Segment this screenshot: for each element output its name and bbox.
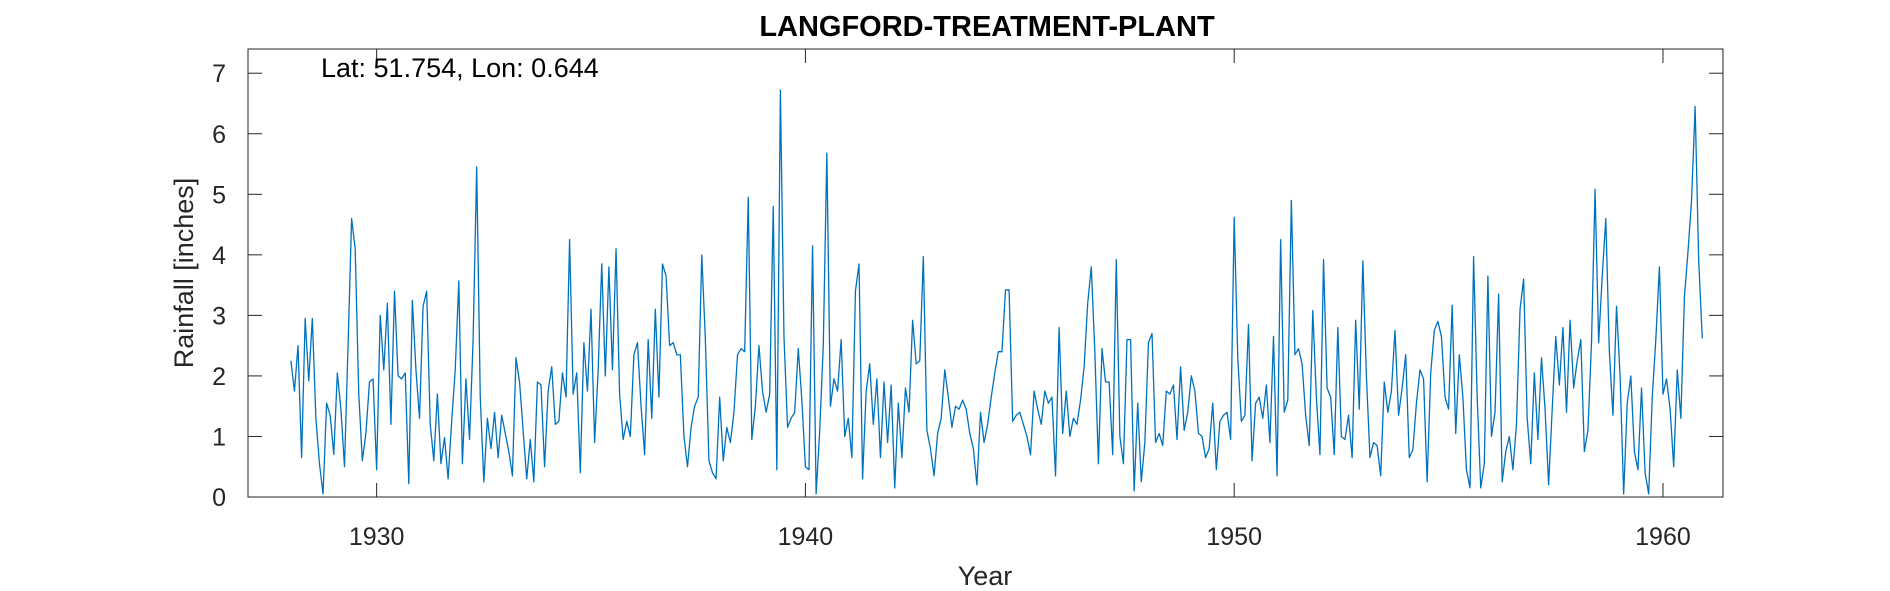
y-tick-label: 3	[212, 302, 226, 330]
y-tick-label: 1	[212, 423, 226, 451]
x-tick-label: 1940	[778, 523, 834, 551]
y-tick-label: 7	[212, 60, 226, 88]
x-axis-label: Year	[958, 561, 1013, 591]
location-annotation: Lat: 51.754, Lon: 0.644	[321, 53, 599, 83]
x-axis: 1930 1940 1950 1960	[349, 49, 1691, 551]
y-axis: 0 1 2 3 4 5 6 7	[212, 60, 1723, 512]
y-axis-label: Rainfall [inches]	[169, 178, 199, 369]
y-tick-label: 0	[212, 484, 226, 512]
y-tick-label: 2	[212, 363, 226, 391]
x-tick-label: 1950	[1206, 523, 1262, 551]
y-tick-label: 5	[212, 181, 226, 209]
y-tick-label: 4	[212, 242, 226, 270]
x-tick-label: 1960	[1635, 523, 1691, 551]
y-tick-label: 6	[212, 121, 226, 149]
chart-title: LANGFORD-TREATMENT-PLANT	[759, 11, 1215, 43]
rainfall-series-line	[290, 89, 1703, 495]
x-tick-label: 1930	[349, 523, 405, 551]
